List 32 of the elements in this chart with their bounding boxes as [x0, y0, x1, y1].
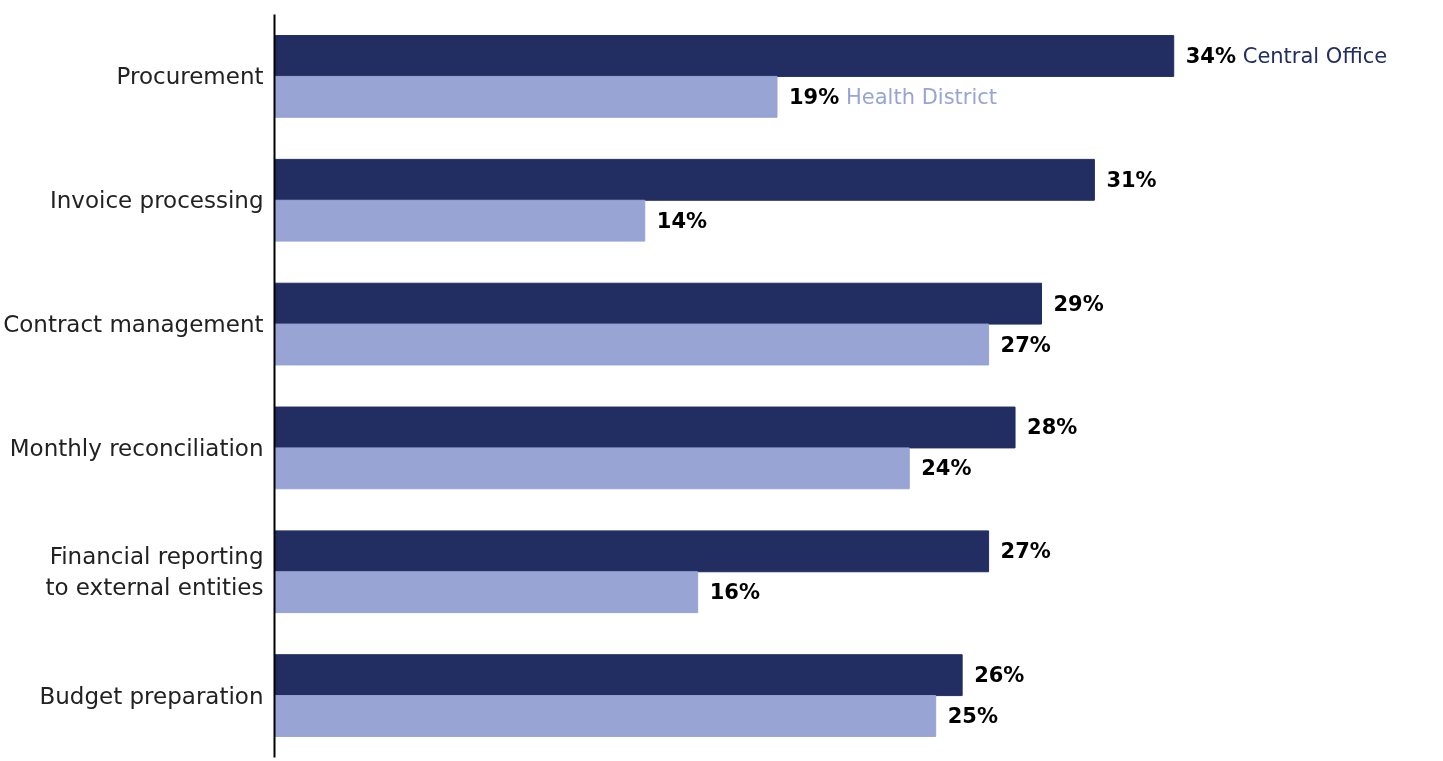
bar: [274, 75, 778, 118]
data-label: 25%: [947, 704, 998, 729]
bar: [274, 695, 937, 737]
bar: [274, 282, 1042, 325]
y-tick-label: Contract management: [3, 311, 264, 338]
bar: [274, 447, 910, 490]
text: Central Office: [1242, 43, 1388, 68]
bar: [274, 654, 963, 697]
bar: [274, 199, 646, 242]
bar: [274, 530, 990, 573]
bar: [274, 35, 1175, 77]
data-label: 27%: [1000, 332, 1051, 357]
data-label: 26%: [974, 663, 1025, 688]
data-label: 34%: [1185, 43, 1236, 68]
y-tick-label: Budget preparation: [39, 682, 264, 709]
y-tick-label: Procurement: [116, 63, 264, 90]
data-label: 14%: [656, 208, 708, 233]
data-label: 31%: [1106, 167, 1157, 192]
data-label: 27%: [1000, 539, 1051, 564]
y-tick-label: Financial reporting to external entities: [45, 543, 264, 601]
data-label: 19%: [789, 84, 840, 109]
data-label: 29%: [1053, 291, 1104, 316]
y-tick-label: Invoice processing: [50, 187, 264, 214]
bar: [274, 158, 1095, 201]
bar: [274, 571, 699, 614]
data-label: 24%: [921, 456, 972, 481]
data-label: 16%: [709, 580, 760, 605]
bar: [274, 323, 990, 366]
bar: [274, 406, 1016, 449]
text: Health District: [846, 84, 998, 109]
y-tick-label: Monthly reconciliation: [9, 434, 264, 461]
data-label: 28%: [1027, 415, 1078, 440]
